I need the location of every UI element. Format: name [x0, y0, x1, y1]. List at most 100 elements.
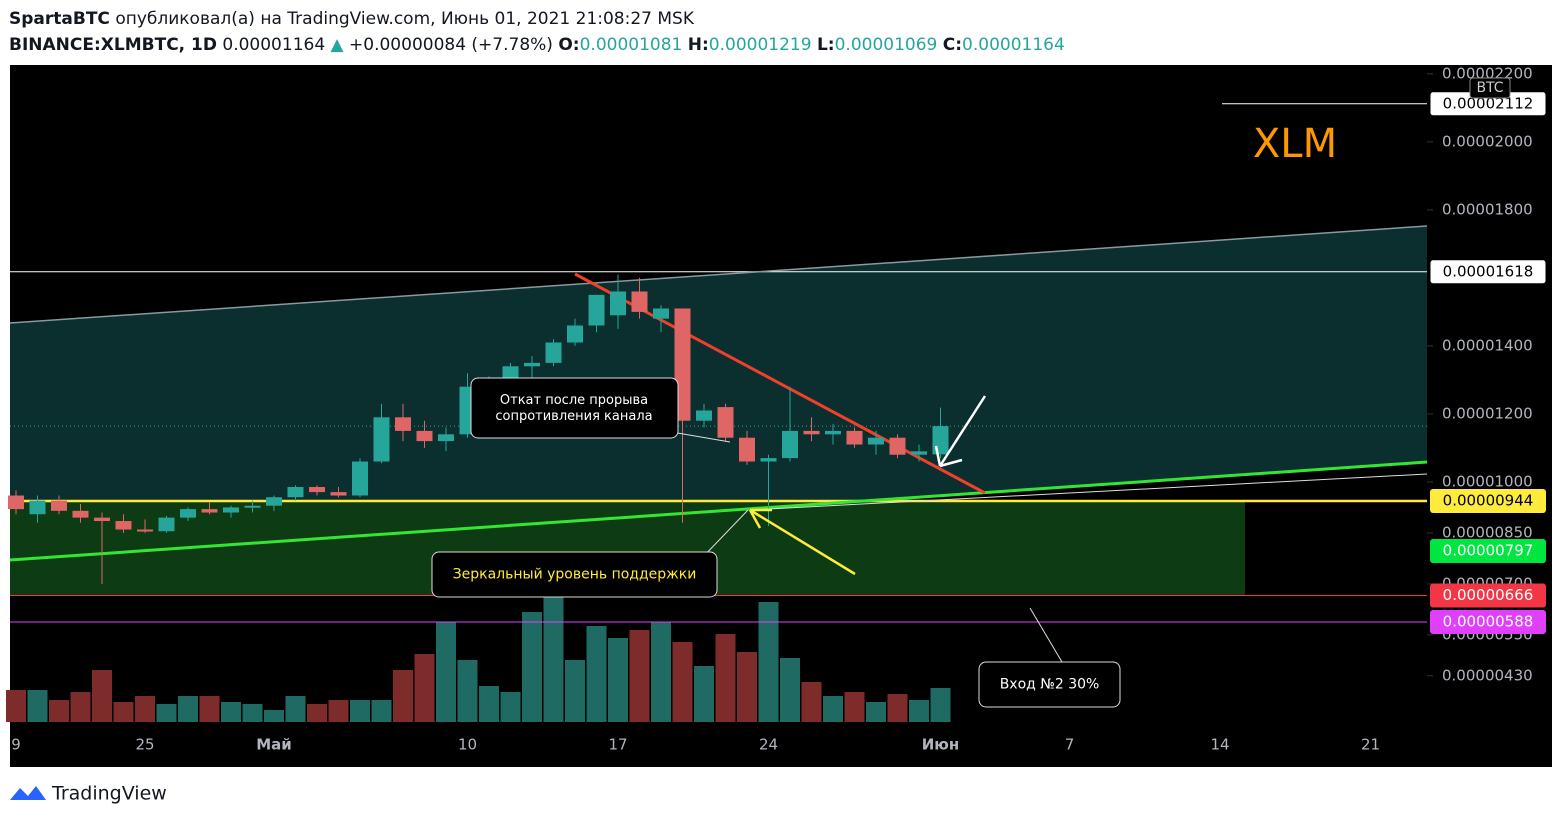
volume-bar — [801, 682, 822, 722]
candle-body — [911, 451, 927, 455]
h-value: 0.00001219 — [708, 35, 812, 55]
candle-body — [223, 507, 239, 513]
price-label-box — [1430, 488, 1546, 513]
x-tick-label: 14 — [1210, 736, 1229, 754]
volume-bar — [350, 700, 370, 722]
c-label: C: — [942, 35, 963, 55]
callout-text: Вход №2 30% — [1000, 677, 1100, 693]
candle-body — [889, 437, 906, 455]
volume-bar — [930, 688, 951, 722]
volume-bar — [844, 692, 865, 722]
candle-body — [115, 521, 132, 530]
volume-bar — [479, 686, 499, 722]
callout — [431, 551, 718, 598]
price-label-box — [1430, 538, 1546, 563]
candle-body — [739, 437, 755, 462]
change: +0.00000084 (+7.78%) — [349, 35, 553, 55]
candle-body — [653, 308, 669, 319]
candle-body — [588, 294, 605, 326]
volume-bar — [393, 670, 413, 722]
candle-body — [803, 430, 820, 435]
candle-body — [8, 495, 24, 510]
y-tick-label: 0.00001800 — [1442, 200, 1533, 218]
callout — [978, 661, 1121, 708]
x-tick-label: 17 — [608, 736, 627, 754]
volume-bar — [629, 630, 650, 722]
price-label: 0.00000666 — [1443, 586, 1534, 604]
candle-body — [94, 517, 110, 522]
candle-body — [524, 362, 540, 367]
c-value: 0.00001164 — [962, 35, 1065, 55]
candle-body — [29, 500, 46, 515]
y-tick-label: 0.00001000 — [1442, 472, 1533, 490]
volume-bar — [436, 622, 456, 722]
price-label: 0.00001618 — [1443, 262, 1534, 280]
x-tick-label: 10 — [458, 736, 477, 754]
candle-body — [158, 517, 175, 532]
y-tick-label: 0.00001200 — [1442, 404, 1533, 422]
candle-body — [51, 500, 67, 511]
volume-bar — [92, 670, 112, 722]
volume-bar — [264, 710, 284, 722]
candle-body — [567, 325, 583, 343]
title: XLM — [1253, 121, 1337, 167]
candle-body — [631, 291, 648, 312]
volume-bar — [371, 700, 392, 722]
volume-bar — [887, 694, 908, 722]
y-tick-label: 0.00000850 — [1442, 523, 1533, 541]
callout — [470, 377, 679, 439]
candle-body — [717, 407, 734, 438]
x-tick-label: 24 — [759, 736, 778, 754]
volume-bar — [27, 690, 48, 722]
plot: 0.00002200 0.00002000 0.00001800 0.00001400… — [6, 64, 1547, 754]
volume-bar — [522, 612, 542, 722]
volume-bar — [737, 652, 757, 722]
volume-bar — [242, 704, 263, 722]
volume-bar — [70, 692, 91, 722]
brand-name: TradingView — [51, 783, 167, 805]
price-label-box — [1430, 583, 1546, 608]
volume-bar — [221, 702, 241, 722]
candle-body — [287, 487, 304, 498]
o-value: 0.00001081 — [579, 35, 683, 55]
candle-body — [545, 342, 562, 363]
candle-body — [825, 430, 841, 435]
volume-bar — [199, 696, 220, 722]
candle-body — [352, 461, 368, 496]
candle-body — [309, 487, 325, 493]
x-tick-label: 7 — [1065, 736, 1075, 754]
volume-bar — [715, 634, 736, 722]
volume-bar — [113, 702, 134, 722]
candle-body — [395, 417, 411, 431]
volume-bar — [672, 642, 693, 722]
volume-bar — [414, 654, 435, 722]
candle-body — [244, 505, 261, 508]
candle-body — [610, 291, 626, 316]
volume-bar — [758, 602, 779, 722]
candle-body — [72, 510, 89, 518]
callout-text: Зеркальный уровень поддержки — [453, 567, 697, 583]
callout-text: Откат после прорыва сопротивления канала — [495, 393, 652, 424]
volume-bar — [866, 702, 886, 722]
volume-bar — [6, 690, 26, 722]
candle-body — [438, 434, 454, 442]
y-tick-label: 0.00002200 — [1442, 64, 1533, 82]
symbol: BINANCE:XLMBTC, 1D — [9, 35, 217, 55]
volume-bar — [457, 660, 478, 722]
candle-body — [137, 529, 153, 532]
callout-tail — [1029, 607, 1063, 663]
brand: TradingView — [10, 783, 167, 805]
candle-body — [696, 410, 712, 421]
yellow-arrow — [748, 508, 856, 576]
published: опубликовал(а) на TradingView.com, Июнь … — [115, 9, 694, 29]
white-arrow — [934, 395, 987, 468]
volume-bar — [823, 696, 843, 722]
publisher: SpartaBTC — [9, 9, 110, 29]
price-label-box — [1430, 610, 1546, 635]
price-label: 0.00002112 — [1443, 94, 1534, 112]
candle-body — [932, 426, 949, 455]
currency-box — [1469, 77, 1511, 99]
line1: SpartaBTC опубликовал(а) на TradingView.… — [9, 6, 1065, 32]
price-label-box — [1429, 259, 1547, 285]
